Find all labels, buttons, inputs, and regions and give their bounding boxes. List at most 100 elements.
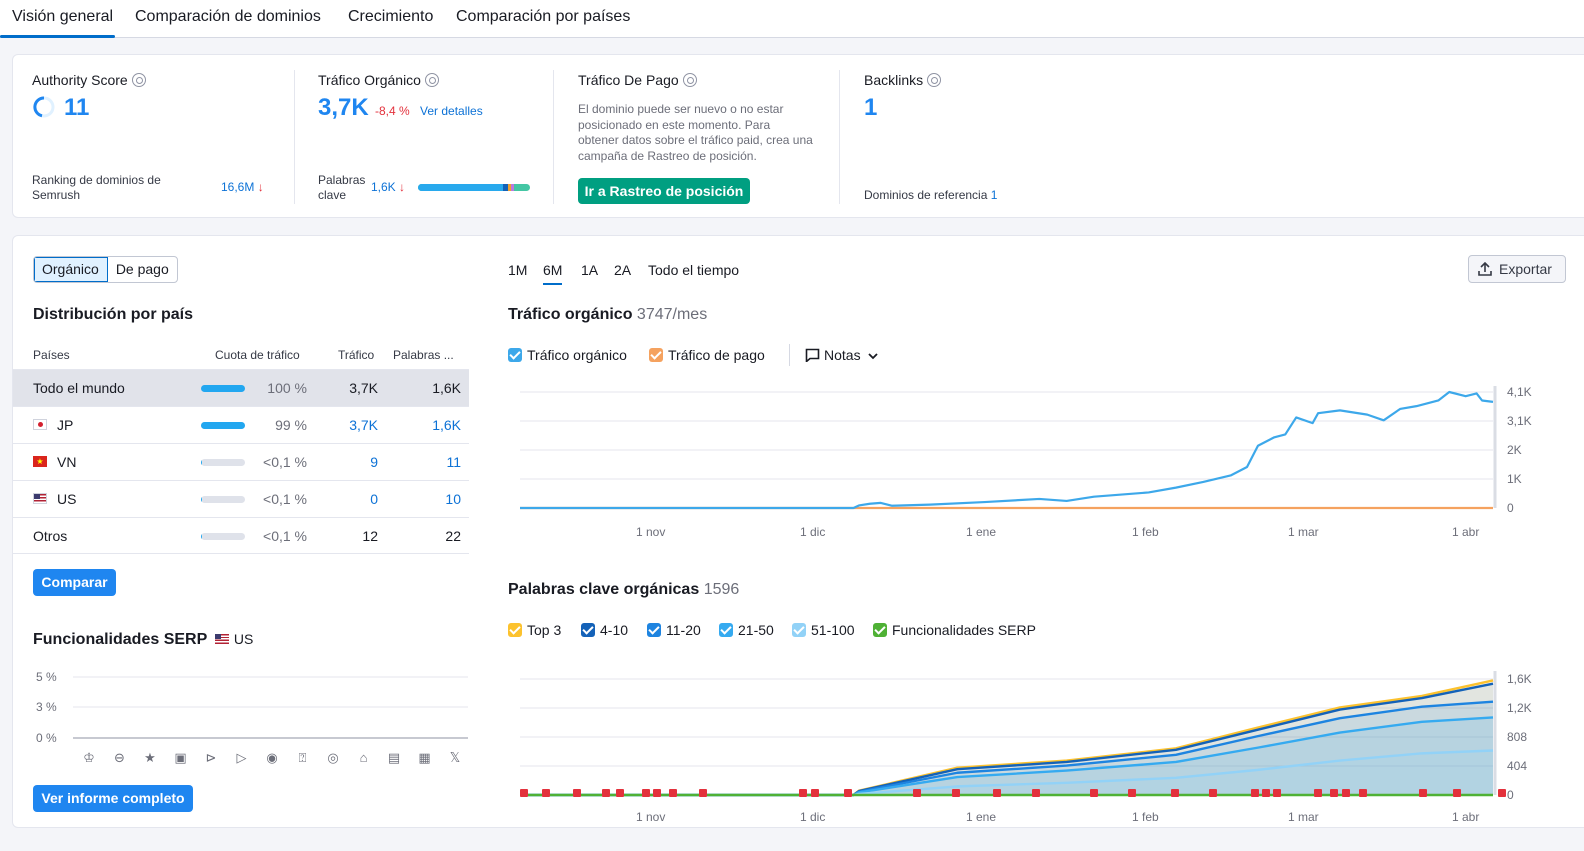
toggle-organic[interactable]: Orgánico <box>34 257 108 282</box>
star-icon[interactable]: ★ <box>144 750 156 765</box>
legend-serp[interactable]: Funcionalidades SERP <box>873 622 1036 638</box>
y-tick-label: 3,1K <box>1507 414 1532 428</box>
x-tick-label: 1 nov <box>636 525 665 539</box>
event-flag-icon <box>573 789 581 797</box>
info-icon[interactable] <box>424 73 439 87</box>
col-share[interactable]: Cuota de tráfico <box>215 348 300 362</box>
backlinks-title: Backlinks <box>864 72 942 88</box>
event-flag-icon <box>1419 789 1427 797</box>
event-flag-icon <box>1032 789 1040 797</box>
view-details-link[interactable]: Ver detalles <box>420 104 483 118</box>
link-icon[interactable]: ⊖ <box>114 750 125 765</box>
divider <box>553 70 554 204</box>
legend-4-10[interactable]: 4-10 <box>581 622 628 638</box>
ranking-value[interactable]: 16,6M ↓ <box>221 180 264 194</box>
briefcase-icon[interactable]: ▦ <box>418 750 431 765</box>
col-traffic[interactable]: Tráfico <box>338 348 375 362</box>
period-all-time[interactable]: Todo el tiempo <box>648 262 740 278</box>
upload-icon <box>1478 262 1492 276</box>
share-bar-fill <box>201 385 245 392</box>
period-1m[interactable]: 1M <box>508 262 528 278</box>
ranking-label: Ranking de dominios de Semrush <box>32 173 161 202</box>
organic-change: -8,4 % <box>375 104 410 118</box>
y-tick-label: 0 <box>1507 788 1514 802</box>
japan-flag-icon <box>33 419 47 430</box>
compare-button[interactable]: Comparar <box>33 569 116 596</box>
event-flag-icon <box>1171 789 1179 797</box>
position-tracking-button[interactable]: Ir a Rastreo de posición <box>578 178 750 204</box>
event-flag-icon <box>1090 789 1098 797</box>
legend-21-50[interactable]: 21-50 <box>719 622 774 638</box>
info-icon[interactable] <box>927 73 942 87</box>
info-icon[interactable] <box>131 73 146 87</box>
refdomains-label: Dominios de referencia 1 <box>864 188 998 202</box>
organic-keywords-chart[interactable]: 1,6K 1,2K 808 404 0 1 nov 1 dic 1 ene 1 feb 1 mar… <box>508 659 1578 824</box>
organic-traffic-value[interactable]: 3,7K <box>318 94 369 121</box>
video-box-icon[interactable]: ▷ <box>236 750 247 765</box>
y-tick: 0 % <box>36 731 57 745</box>
x-tick-label: 1 abr <box>1452 810 1479 824</box>
distribution-title: Distribución por país <box>33 306 194 323</box>
event-flag-icon <box>844 789 852 797</box>
main-card: Orgánico De pago Distribución por país P… <box>12 235 1584 828</box>
play-icon[interactable]: ◉ <box>266 750 278 765</box>
full-report-button[interactable]: Ver informe completo <box>33 785 193 812</box>
news-icon[interactable]: ▤ <box>387 750 401 765</box>
legend-top3[interactable]: Top 3 <box>508 622 561 638</box>
period-6m[interactable]: 6M <box>543 262 563 285</box>
series-area <box>520 683 1493 795</box>
y-tick-label: 1,6K <box>1507 672 1532 686</box>
y-tick-label: 0 <box>1507 501 1514 515</box>
chevron-down-icon <box>868 353 879 360</box>
export-button[interactable]: Exportar <box>1468 255 1566 283</box>
backlinks-value[interactable]: 1 <box>864 94 878 121</box>
checkbox-icon <box>581 623 595 637</box>
period-1a[interactable]: 1A <box>581 262 599 278</box>
table-row[interactable]: US <0,1 % 0 10 <box>13 480 469 517</box>
y-tick: 5 % <box>36 670 57 684</box>
tab-growth[interactable]: Crecimiento <box>348 8 434 25</box>
faq-icon[interactable]: ⍰ <box>298 750 307 765</box>
legend-organic[interactable]: Tráfico orgánico <box>508 347 627 363</box>
checkbox-icon <box>508 348 522 362</box>
series-area <box>520 680 1493 795</box>
tab-country-comparison[interactable]: Comparación por países <box>456 8 631 25</box>
organic-traffic-chart[interactable]: 4,1K 3,1K 2K 1K 0 1 nov 1 dic 1 ene 1 feb 1 mar 1 … <box>508 386 1578 546</box>
comment-icon <box>805 348 820 364</box>
refdomains-value[interactable]: 1 <box>990 188 998 202</box>
info-icon[interactable] <box>682 73 697 87</box>
event-flag-icon <box>1498 789 1506 797</box>
y-tick-label: 2K <box>1507 443 1522 457</box>
keywords-value[interactable]: 1,6K ↓ <box>371 180 406 194</box>
legend-11-20[interactable]: 11-20 <box>647 622 701 638</box>
x-tick-label: 1 mar <box>1288 525 1319 539</box>
video-icon[interactable]: ⊳ <box>205 750 217 765</box>
legend-paid[interactable]: Tráfico de pago <box>649 347 765 363</box>
divider <box>789 344 790 366</box>
table-row[interactable]: Todo el mundo 100 % 3,7K 1,6K <box>13 369 469 406</box>
event-flag-icon <box>1251 789 1259 797</box>
toggle-paid[interactable]: De pago <box>115 261 169 277</box>
x-tick-label: 1 ene <box>966 525 996 539</box>
col-keywords[interactable]: Palabras ... <box>393 348 454 362</box>
x-icon[interactable]: 𝕏 <box>449 750 461 765</box>
notes-dropdown[interactable]: Notas <box>805 347 879 364</box>
crown-icon[interactable]: ♔ <box>83 750 95 765</box>
col-countries[interactable]: Países <box>33 348 70 362</box>
keywords-chart-title: Palabras clave orgánicas 1596 <box>508 581 740 598</box>
period-2a[interactable]: 2A <box>614 262 632 278</box>
tab-overview[interactable]: Visión general <box>0 8 116 38</box>
us-flag-icon <box>33 493 47 504</box>
authority-score-value[interactable]: 11 <box>64 94 90 121</box>
legend-51-100[interactable]: 51-100 <box>792 622 855 638</box>
graduation-icon[interactable]: ⌂ <box>359 750 368 765</box>
table-row[interactable]: ★ VN <0,1 % 9 11 <box>13 443 469 480</box>
event-flag-icon <box>520 789 528 797</box>
tab-domain-comparison[interactable]: Comparación de dominios <box>135 8 321 25</box>
table-row[interactable]: Otros <0,1 % 12 22 <box>13 517 469 554</box>
table-row[interactable]: JP 99 % 3,7K 1,6K <box>13 406 469 443</box>
location-icon[interactable]: ◎ <box>327 750 339 765</box>
image-icon[interactable]: ▣ <box>174 750 187 765</box>
us-flag-icon <box>215 634 230 644</box>
authority-title: Authority Score <box>32 72 146 88</box>
